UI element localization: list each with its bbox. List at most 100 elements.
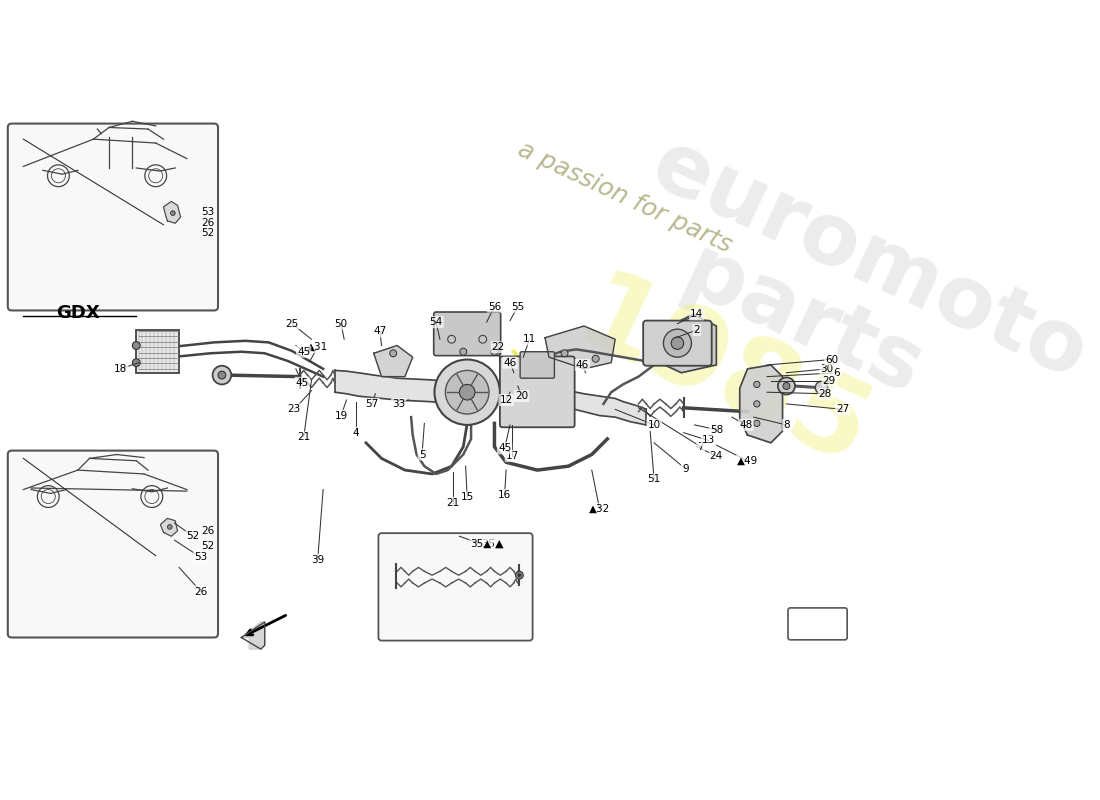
Text: 46: 46 [575, 360, 590, 370]
Circle shape [132, 342, 140, 350]
Circle shape [754, 401, 760, 407]
Text: 39: 39 [311, 554, 324, 565]
Text: a passion for parts: a passion for parts [514, 138, 736, 258]
Text: ▲49: ▲49 [737, 456, 758, 466]
Text: 1985: 1985 [561, 263, 886, 490]
Circle shape [170, 210, 175, 215]
Polygon shape [546, 326, 615, 369]
Text: 56: 56 [487, 302, 502, 311]
Text: ▲ = 1: ▲ = 1 [800, 617, 836, 630]
Text: 26: 26 [195, 586, 208, 597]
Text: 35▲: 35▲ [471, 539, 492, 549]
Polygon shape [739, 365, 782, 443]
Circle shape [446, 370, 490, 414]
Text: 22: 22 [492, 342, 505, 352]
Text: 11: 11 [522, 334, 536, 344]
Polygon shape [647, 314, 716, 373]
Circle shape [517, 574, 521, 577]
Polygon shape [334, 370, 647, 425]
FancyBboxPatch shape [644, 321, 712, 366]
Circle shape [218, 371, 226, 379]
Circle shape [460, 385, 475, 400]
Circle shape [592, 355, 600, 362]
Text: 52: 52 [201, 228, 214, 238]
Text: 23: 23 [288, 404, 301, 414]
Text: 21: 21 [297, 432, 310, 442]
Text: 46: 46 [504, 358, 517, 368]
Polygon shape [241, 622, 265, 649]
Text: 48: 48 [739, 420, 752, 430]
Circle shape [491, 348, 498, 355]
Circle shape [754, 382, 760, 387]
FancyBboxPatch shape [788, 608, 847, 640]
Text: 15: 15 [461, 492, 474, 502]
Text: 13: 13 [702, 435, 715, 446]
Circle shape [671, 337, 684, 350]
Text: 53: 53 [201, 206, 214, 217]
Text: 16: 16 [498, 490, 512, 500]
Circle shape [561, 350, 568, 357]
Text: parts: parts [670, 230, 936, 414]
FancyBboxPatch shape [520, 352, 554, 378]
Text: 26: 26 [201, 526, 214, 536]
Text: 7: 7 [697, 442, 704, 452]
FancyBboxPatch shape [378, 533, 532, 641]
FancyBboxPatch shape [499, 356, 574, 427]
Text: GDX: GDX [56, 304, 100, 322]
Text: 17: 17 [506, 451, 519, 461]
Text: 10: 10 [648, 420, 661, 430]
Text: 45: 45 [297, 346, 310, 357]
Text: 52: 52 [201, 542, 214, 551]
FancyBboxPatch shape [8, 123, 218, 310]
Text: 33: 33 [392, 399, 405, 409]
Polygon shape [164, 202, 180, 223]
Text: 29: 29 [823, 375, 836, 386]
Text: 57: 57 [365, 399, 378, 409]
Text: 26: 26 [201, 218, 214, 228]
Text: 28: 28 [818, 389, 832, 398]
Text: 53: 53 [195, 552, 208, 562]
Text: 60: 60 [825, 354, 838, 365]
Text: 58: 58 [710, 425, 723, 434]
Circle shape [663, 329, 692, 357]
Circle shape [212, 366, 231, 385]
Text: 51: 51 [648, 474, 661, 485]
FancyBboxPatch shape [8, 450, 218, 638]
Text: 30: 30 [821, 364, 834, 374]
Text: 12: 12 [499, 395, 513, 405]
Text: 45: 45 [498, 443, 512, 454]
Text: 21: 21 [447, 498, 460, 508]
Text: 54: 54 [429, 317, 442, 327]
Circle shape [516, 571, 524, 579]
Text: 27: 27 [836, 404, 849, 414]
Text: 18: 18 [114, 364, 128, 374]
Text: 14: 14 [691, 310, 704, 319]
Text: 8: 8 [783, 420, 790, 430]
Text: 52: 52 [187, 531, 200, 542]
FancyBboxPatch shape [433, 312, 500, 356]
Text: 5: 5 [419, 450, 426, 459]
Text: 4: 4 [352, 428, 360, 438]
Circle shape [167, 525, 172, 530]
Text: 19: 19 [334, 410, 348, 421]
Text: ▲31: ▲31 [307, 342, 328, 352]
Circle shape [460, 348, 466, 355]
Text: 47: 47 [373, 326, 386, 337]
Polygon shape [374, 346, 412, 377]
Circle shape [389, 350, 397, 357]
Text: 2: 2 [694, 325, 701, 335]
Text: euromoto: euromoto [638, 122, 1100, 397]
Polygon shape [161, 518, 177, 536]
Text: 25: 25 [285, 318, 298, 329]
Circle shape [754, 420, 760, 426]
Circle shape [434, 359, 499, 425]
Circle shape [783, 382, 790, 390]
Circle shape [815, 382, 827, 394]
Circle shape [778, 378, 795, 394]
FancyBboxPatch shape [136, 330, 179, 373]
Text: 50: 50 [334, 318, 348, 329]
Circle shape [132, 358, 140, 366]
Text: 24: 24 [710, 451, 723, 461]
Text: 6: 6 [834, 368, 840, 378]
Text: 45: 45 [296, 378, 309, 388]
